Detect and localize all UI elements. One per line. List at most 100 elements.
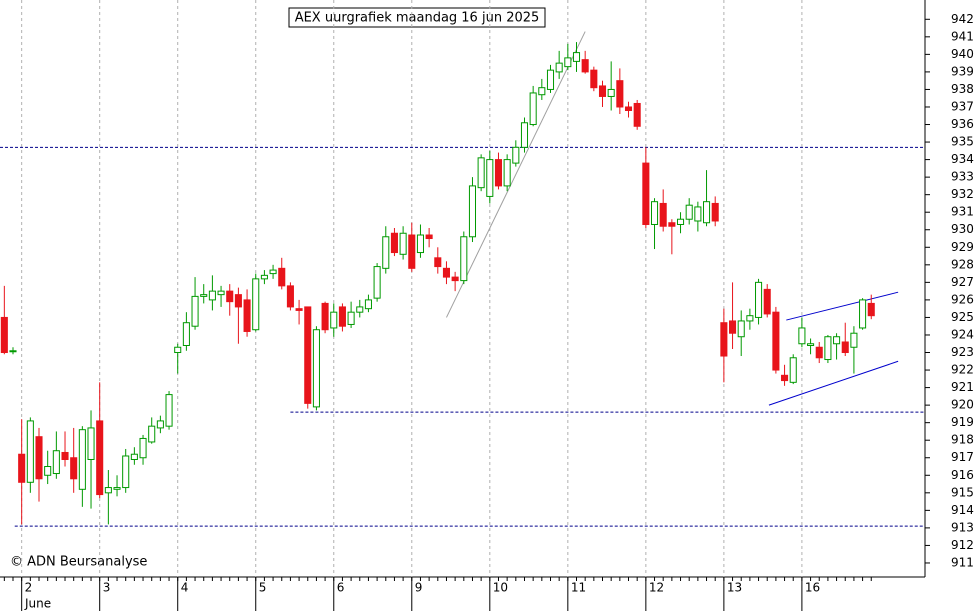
candle-body [338, 306, 346, 327]
candle-body [390, 232, 398, 254]
candle-body [139, 437, 147, 459]
candle-body [737, 320, 745, 338]
title-box [288, 7, 546, 28]
trendline [786, 291, 899, 321]
candle-body [399, 232, 407, 255]
y-tick-label: 930 [951, 222, 974, 236]
candle-body [676, 218, 685, 225]
candle-body [607, 88, 615, 97]
y-tick-label: 927 [951, 275, 974, 289]
candle-body [581, 59, 589, 73]
y-tick-label: 928 [951, 257, 974, 271]
y-tick-label: 912 [951, 538, 974, 552]
candle-body [278, 267, 286, 287]
candle-body [833, 336, 841, 345]
candle-body [425, 234, 433, 240]
candle-body [234, 294, 242, 308]
candle-body [729, 320, 737, 334]
candle-body [182, 322, 190, 346]
candle-body [824, 336, 832, 361]
candle-body [269, 269, 277, 275]
candle-body [356, 306, 364, 313]
candle-body [113, 487, 121, 490]
y-tick-label: 918 [951, 433, 974, 447]
candle-body [78, 429, 86, 490]
candle-body [763, 288, 771, 315]
y-tick-label: 925 [951, 310, 974, 324]
candle-body [807, 343, 815, 346]
month-label: June [24, 597, 51, 611]
y-tick-label: 920 [951, 398, 974, 412]
candle-body [772, 311, 780, 371]
candle-body [304, 306, 312, 404]
candle-body [104, 487, 112, 494]
y-tick-label: 926 [951, 292, 974, 306]
candle-body [503, 159, 511, 187]
candle-body [746, 315, 754, 322]
candle-body [781, 374, 789, 382]
candle-body [408, 234, 416, 269]
y-tick-label: 915 [951, 485, 974, 499]
candle-body [286, 285, 294, 308]
candle-body [9, 350, 17, 353]
candle-body [460, 236, 468, 282]
y-tick-label: 931 [951, 205, 974, 219]
candle-body [70, 457, 78, 480]
candle-body [312, 329, 320, 408]
y-tick-label: 917 [951, 450, 974, 464]
x-tick-label: 13 [727, 581, 742, 595]
candle-body [61, 451, 69, 460]
candle-body [321, 302, 329, 331]
candle-body [87, 427, 95, 460]
candle-body [841, 341, 849, 354]
candle-body [711, 202, 719, 222]
candle-body [477, 157, 485, 189]
y-tick-label: 921 [951, 380, 974, 394]
y-tick-label: 914 [951, 503, 974, 517]
candle-body [52, 450, 60, 475]
candle-body [191, 295, 199, 327]
candle-body [859, 299, 867, 329]
candle-body [347, 311, 355, 325]
candle-body [755, 281, 763, 318]
candle-body [451, 276, 459, 282]
chart-title: AEX uurgrafiek maandag 16 jun 2025 [295, 11, 540, 26]
candle-body [494, 159, 503, 187]
y-tick-label: 911 [951, 555, 974, 569]
x-tick-label: 12 [649, 581, 664, 595]
candle-body [260, 274, 268, 280]
y-tick-label: 932 [951, 187, 974, 201]
candle-body [546, 69, 555, 90]
x-tick-label: 11 [571, 581, 586, 595]
candle-body [156, 420, 164, 429]
candle-body [18, 453, 26, 483]
candle-body [243, 299, 251, 332]
candle-body [26, 420, 34, 483]
candle-body [442, 267, 450, 278]
candle-body [122, 455, 130, 489]
candle-body [200, 294, 208, 297]
copyright: © ADN Beursanalyse [10, 555, 147, 570]
candle-body [598, 85, 607, 97]
candle-body [815, 346, 823, 359]
candle-body [373, 266, 381, 299]
y-tick-label: 940 [951, 47, 974, 61]
candle-body [512, 146, 520, 164]
y-tick-label: 919 [951, 415, 974, 429]
candle-body [35, 436, 43, 480]
candle-body [364, 299, 372, 310]
y-tick-label: 935 [951, 135, 974, 149]
y-tick-label: 936 [951, 117, 974, 131]
candle-body [217, 290, 225, 296]
candle-body [703, 201, 711, 224]
y-tick-label: 916 [951, 468, 974, 482]
candle-body [529, 92, 537, 126]
candle-body [720, 322, 728, 357]
candle-body [789, 357, 797, 383]
candle-body [668, 222, 676, 227]
candle-body [208, 290, 216, 301]
x-tick-label: 2 [25, 581, 33, 595]
x-tick-label: 9 [415, 581, 423, 595]
candle-body [624, 106, 633, 111]
